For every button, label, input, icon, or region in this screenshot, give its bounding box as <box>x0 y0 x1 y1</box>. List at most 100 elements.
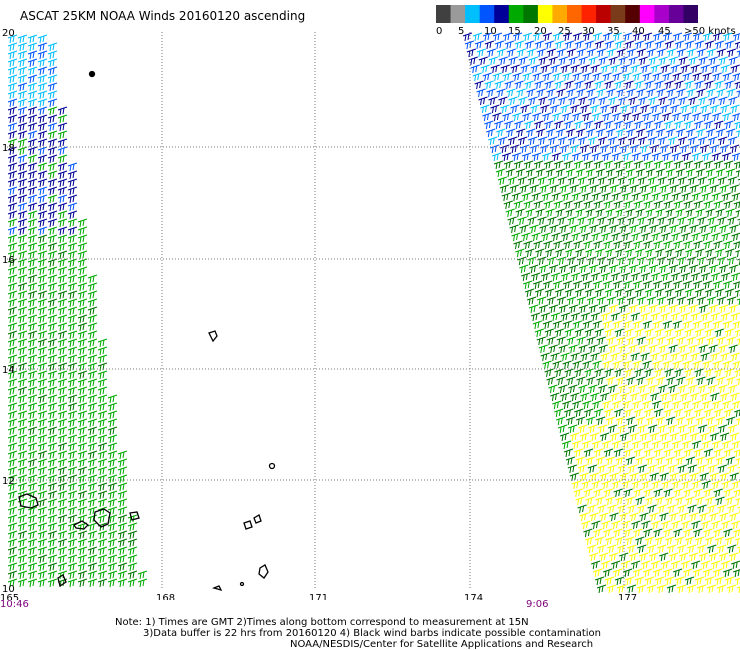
wind-barb <box>687 504 697 514</box>
wind-barb <box>37 194 48 204</box>
wind-barb <box>87 450 98 460</box>
wind-barb <box>674 80 684 90</box>
wind-barb <box>639 184 650 194</box>
wind-barb <box>556 88 566 98</box>
wind-barb <box>598 136 608 146</box>
wind-barb <box>87 458 98 468</box>
wind-barb <box>37 562 48 572</box>
wind-barb <box>27 346 38 356</box>
wind-barb <box>681 560 691 570</box>
wind-barb <box>87 290 98 300</box>
wind-barb <box>719 264 729 274</box>
wind-barb <box>693 240 703 250</box>
wind-barb <box>691 560 701 570</box>
wind-barb <box>513 160 524 170</box>
colorbar-label: 25 <box>558 26 571 37</box>
wind-barb <box>551 232 561 242</box>
wind-barb <box>661 520 671 530</box>
wind-barb <box>726 296 737 306</box>
wind-barb <box>669 472 679 482</box>
wind-barb <box>718 344 728 354</box>
wind-barb <box>658 304 669 314</box>
wind-barb <box>558 96 568 106</box>
colorbar-swatch <box>494 5 510 23</box>
wind-barb <box>720 312 731 322</box>
wind-barb <box>529 184 540 194</box>
wind-barb <box>682 400 692 410</box>
wind-barb <box>127 562 138 572</box>
wind-barb <box>27 410 38 420</box>
wind-barb <box>117 482 128 492</box>
wind-barb <box>639 512 649 522</box>
wind-barb <box>714 408 724 418</box>
wind-barb <box>67 186 78 196</box>
wind-barb <box>701 440 712 450</box>
colorbar-swatch <box>436 5 452 23</box>
wind-barb <box>715 456 726 466</box>
wind-barb <box>7 394 18 404</box>
wind-barb <box>546 296 557 306</box>
wind-barb <box>37 122 48 132</box>
wind-barb <box>617 544 627 554</box>
wind-barb <box>37 434 48 444</box>
wind-barb <box>605 208 615 218</box>
wind-barb <box>665 208 675 218</box>
wind-barb <box>633 528 643 538</box>
wind-barb <box>611 520 621 530</box>
lat-label: 16 <box>2 255 15 266</box>
wind-barb <box>27 202 38 212</box>
wind-barb <box>688 304 699 314</box>
wind-barb <box>681 520 691 530</box>
wind-barb <box>67 322 78 332</box>
wind-barb <box>661 272 671 282</box>
islands <box>18 70 276 592</box>
wind-barb <box>17 418 28 428</box>
wind-barb <box>685 496 695 506</box>
wind-barb <box>621 192 631 202</box>
wind-barb <box>77 330 88 340</box>
wind-barb <box>717 504 727 514</box>
wind-barb <box>723 528 733 538</box>
wind-barb <box>37 138 48 148</box>
wind-barb <box>561 152 572 162</box>
wind-barb <box>646 584 657 594</box>
wind-barb <box>37 370 48 380</box>
wind-barb <box>705 456 716 466</box>
wind-barb <box>519 184 530 194</box>
wind-barb <box>27 466 38 476</box>
wind-barb <box>27 306 38 316</box>
wind-barb <box>610 104 620 114</box>
wind-barb <box>47 114 58 124</box>
wind-barb <box>7 146 18 156</box>
wind-barb <box>724 408 734 418</box>
lat-label: 10 <box>2 584 15 595</box>
wind-barb <box>27 178 38 188</box>
wind-barb <box>622 360 632 370</box>
colorbar-swatch <box>552 5 568 23</box>
wind-barb <box>47 450 58 460</box>
wind-barb <box>498 96 508 106</box>
wind-barb <box>588 56 598 66</box>
wind-barb <box>729 264 739 274</box>
wind-barb <box>695 456 706 466</box>
wind-barb <box>550 352 560 362</box>
wind-barb <box>671 272 681 282</box>
wind-barb <box>602 112 612 122</box>
wind-barb <box>679 184 690 194</box>
wind-barb <box>87 274 98 284</box>
wind-barb <box>586 88 596 98</box>
wind-barb <box>27 82 38 92</box>
wind-barb <box>593 448 604 458</box>
wind-barb <box>722 568 733 578</box>
wind-barb <box>658 136 668 146</box>
wind-barb <box>684 328 695 338</box>
wind-barb <box>57 498 68 508</box>
wind-barb <box>47 378 58 388</box>
wind-barb <box>730 392 740 402</box>
wind-barb <box>662 72 672 82</box>
wind-barb <box>530 64 540 74</box>
wind-barb <box>624 80 634 90</box>
wind-barb <box>608 384 618 394</box>
wind-barb <box>584 80 594 90</box>
wind-barb <box>57 306 68 316</box>
